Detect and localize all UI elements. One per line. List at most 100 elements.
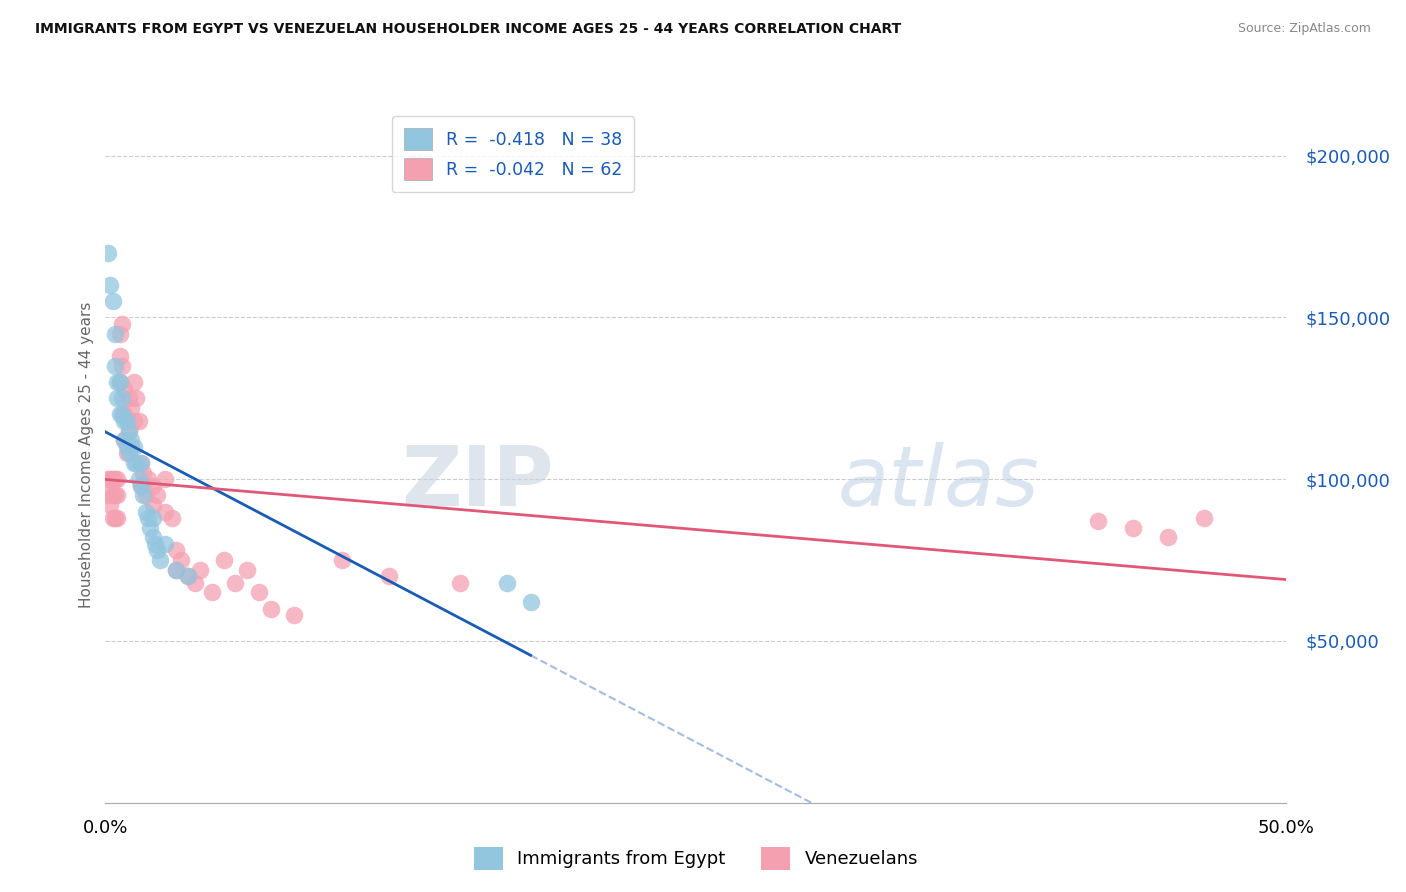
- Point: [143, 537, 166, 551]
- Y-axis label: Householder Income Ages 25 - 44 years: Householder Income Ages 25 - 44 years: [79, 301, 94, 608]
- Point: [118, 392, 141, 406]
- Point: [105, 392, 128, 406]
- Point: [165, 543, 187, 558]
- Point: [115, 446, 138, 460]
- Point: [129, 478, 152, 492]
- Text: IMMIGRANTS FROM EGYPT VS VENEZUELAN HOUSEHOLDER INCOME AGES 25 - 44 YEARS CORREL: IMMIGRANTS FROM EGYPT VS VENEZUELAN HOUS…: [35, 22, 901, 37]
- Point: [153, 504, 176, 518]
- Point: [135, 504, 157, 518]
- Point: [122, 414, 145, 428]
- Point: [98, 278, 121, 293]
- Point: [212, 553, 235, 567]
- Point: [111, 408, 134, 422]
- Point: [105, 488, 128, 502]
- Point: [236, 563, 259, 577]
- Point: [118, 446, 141, 460]
- Point: [188, 563, 211, 577]
- Point: [108, 326, 131, 341]
- Text: ZIP: ZIP: [402, 442, 554, 524]
- Point: [184, 575, 207, 590]
- Point: [129, 478, 152, 492]
- Point: [165, 563, 187, 577]
- Point: [122, 375, 145, 389]
- Point: [260, 601, 283, 615]
- Point: [128, 472, 150, 486]
- Point: [1192, 511, 1215, 525]
- Point: [129, 456, 152, 470]
- Point: [1157, 531, 1180, 545]
- Point: [496, 575, 519, 590]
- Point: [449, 575, 471, 590]
- Point: [108, 349, 131, 363]
- Point: [105, 375, 128, 389]
- Point: [519, 595, 541, 609]
- Point: [101, 294, 124, 309]
- Point: [153, 537, 176, 551]
- Point: [120, 440, 142, 454]
- Point: [330, 553, 353, 567]
- Point: [142, 511, 165, 525]
- Point: [132, 488, 155, 502]
- Point: [125, 392, 148, 406]
- Text: Source: ZipAtlas.com: Source: ZipAtlas.com: [1237, 22, 1371, 36]
- Point: [247, 585, 270, 599]
- Point: [160, 511, 183, 525]
- Text: atlas: atlas: [838, 442, 1039, 524]
- Point: [120, 401, 142, 415]
- Point: [118, 424, 141, 438]
- Point: [112, 434, 135, 448]
- Point: [115, 440, 138, 454]
- Point: [111, 392, 134, 406]
- Point: [105, 472, 128, 486]
- Point: [98, 498, 121, 512]
- Point: [142, 498, 165, 512]
- Point: [146, 543, 169, 558]
- Point: [224, 575, 246, 590]
- Point: [108, 408, 131, 422]
- Legend: Immigrants from Egypt, Venezuelans: Immigrants from Egypt, Venezuelans: [467, 839, 925, 877]
- Point: [111, 317, 134, 331]
- Point: [125, 456, 148, 470]
- Point: [112, 414, 135, 428]
- Point: [112, 434, 135, 448]
- Point: [98, 472, 121, 486]
- Point: [104, 326, 127, 341]
- Point: [139, 521, 162, 535]
- Point: [122, 456, 145, 470]
- Point: [112, 408, 135, 422]
- Point: [136, 472, 159, 486]
- Point: [101, 511, 124, 525]
- Point: [112, 382, 135, 396]
- Point: [201, 585, 224, 599]
- Point: [120, 434, 142, 448]
- Point: [146, 488, 169, 502]
- Point: [104, 359, 127, 373]
- Point: [165, 563, 187, 577]
- Point: [115, 414, 138, 428]
- Point: [142, 478, 165, 492]
- Point: [111, 359, 134, 373]
- Point: [97, 488, 120, 502]
- Point: [177, 569, 200, 583]
- Point: [142, 531, 165, 545]
- Point: [115, 414, 138, 428]
- Point: [1087, 514, 1109, 528]
- Point: [135, 488, 157, 502]
- Point: [118, 424, 141, 438]
- Point: [132, 466, 155, 480]
- Point: [97, 245, 120, 260]
- Point: [136, 511, 159, 525]
- Point: [283, 608, 305, 623]
- Point: [149, 553, 172, 567]
- Point: [122, 440, 145, 454]
- Point: [97, 472, 120, 486]
- Point: [101, 488, 124, 502]
- Point: [104, 488, 127, 502]
- Point: [170, 553, 193, 567]
- Point: [129, 456, 152, 470]
- Point: [177, 569, 200, 583]
- Point: [128, 414, 150, 428]
- Point: [108, 375, 131, 389]
- Point: [101, 472, 124, 486]
- Point: [105, 511, 128, 525]
